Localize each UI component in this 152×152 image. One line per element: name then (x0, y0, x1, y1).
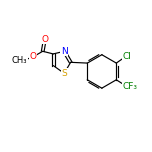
Text: O: O (29, 52, 36, 61)
Text: Cl: Cl (123, 52, 132, 61)
Text: S: S (61, 69, 67, 78)
Text: N: N (61, 47, 67, 56)
Text: O: O (41, 35, 48, 44)
Text: CF₃: CF₃ (123, 82, 138, 91)
Text: CH₃: CH₃ (12, 56, 27, 65)
